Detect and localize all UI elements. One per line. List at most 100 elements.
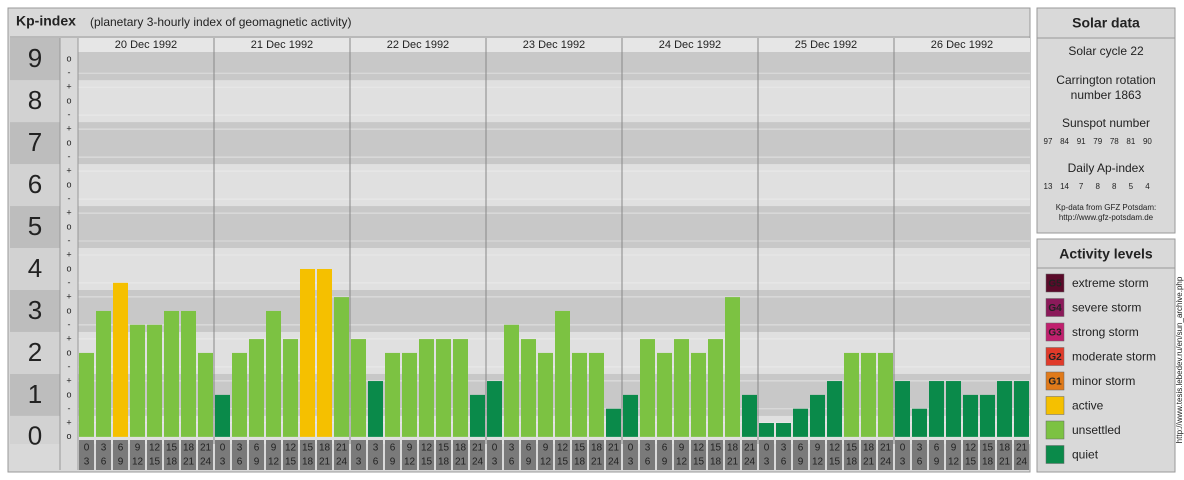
bar <box>623 394 638 437</box>
interval-from: 18 <box>455 443 467 454</box>
interval-to: 3 <box>84 457 90 468</box>
bar <box>538 352 553 437</box>
minor-label: o <box>66 263 71 273</box>
interval-to: 3 <box>220 457 226 468</box>
interval-from: 15 <box>574 443 586 454</box>
interval-from: 0 <box>900 443 906 454</box>
bar <box>181 310 196 437</box>
bar <box>912 408 927 437</box>
interval-box <box>266 440 281 470</box>
interval-box <box>606 440 621 470</box>
bar <box>300 268 315 437</box>
minor-label: - <box>68 277 71 287</box>
interval-from: 0 <box>84 443 90 454</box>
bar <box>691 352 706 437</box>
interval-box <box>521 440 536 470</box>
interval-from: 18 <box>863 443 875 454</box>
day-label: 22 Dec 1992 <box>387 39 449 51</box>
band <box>78 289 1030 332</box>
carrington: number 1863 <box>1071 88 1142 102</box>
bar <box>96 310 111 437</box>
legend-label: severe storm <box>1072 301 1141 315</box>
day-label: 24 Dec 1992 <box>659 39 721 51</box>
bar <box>844 352 859 437</box>
interval-to: 18 <box>166 457 178 468</box>
interval-from: 0 <box>356 443 362 454</box>
interval-box <box>963 440 978 470</box>
interval-from: 12 <box>693 443 705 454</box>
minor-label: - <box>68 319 71 329</box>
interval-from: 18 <box>999 443 1011 454</box>
interval-box <box>249 440 264 470</box>
bar <box>147 324 162 437</box>
bar <box>963 394 978 437</box>
interval-to: 9 <box>798 457 804 468</box>
interval-to: 3 <box>628 457 634 468</box>
minor-label: + <box>66 249 71 259</box>
bar <box>249 339 264 437</box>
interval-to: 18 <box>710 457 722 468</box>
minor-label: o <box>66 95 71 105</box>
chart-title: Kp-index <box>16 13 76 29</box>
interval-to: 9 <box>662 457 668 468</box>
interval-box <box>368 440 383 470</box>
interval-to: 3 <box>900 457 906 468</box>
interval-to: 18 <box>438 457 450 468</box>
interval-to: 12 <box>540 457 552 468</box>
interval-box <box>844 440 859 470</box>
day-label: 20 Dec 1992 <box>115 39 177 51</box>
interval-box <box>929 440 944 470</box>
bar <box>351 339 366 437</box>
interval-from: 15 <box>710 443 722 454</box>
digit-band <box>10 331 60 374</box>
interval-to: 15 <box>829 457 841 468</box>
interval-from: 18 <box>727 443 739 454</box>
minor-label: o <box>66 347 71 357</box>
bar <box>606 408 621 437</box>
interval-to: 21 <box>455 457 467 468</box>
digit-band <box>10 38 60 81</box>
bar <box>419 339 434 437</box>
interval-from: 18 <box>319 443 331 454</box>
interval-to: 18 <box>574 457 586 468</box>
interval-box <box>419 440 434 470</box>
day-label: 23 Dec 1992 <box>523 39 585 51</box>
interval-to: 15 <box>149 457 161 468</box>
interval-from: 9 <box>407 443 413 454</box>
interval-box <box>810 440 825 470</box>
interval-to: 21 <box>591 457 603 468</box>
interval-from: 15 <box>982 443 994 454</box>
y-tick-label: 0 <box>28 421 42 451</box>
bar <box>997 381 1012 437</box>
sunspot-number: 97 <box>1044 137 1053 146</box>
interval-from: 15 <box>846 443 858 454</box>
interval-box <box>351 440 366 470</box>
interval-box <box>317 440 332 470</box>
bar <box>368 381 383 437</box>
interval-box <box>181 440 196 470</box>
legend-swatch <box>1045 273 1065 293</box>
legend-swatch <box>1045 298 1065 317</box>
bar <box>759 423 774 437</box>
minor-label: o <box>66 137 71 147</box>
bar <box>674 339 689 437</box>
minor-label: o <box>66 305 71 315</box>
interval-to: 24 <box>744 457 756 468</box>
bar <box>1014 381 1029 437</box>
digit-band <box>10 373 60 416</box>
bar <box>810 394 825 437</box>
interval-to: 12 <box>268 457 280 468</box>
interval-to: 21 <box>727 457 739 468</box>
interval-box <box>487 440 502 470</box>
ap-value: 4 <box>1145 182 1150 191</box>
bar <box>470 394 485 437</box>
interval-from: 9 <box>679 443 685 454</box>
interval-from: 3 <box>645 443 651 454</box>
interval-from: 15 <box>166 443 178 454</box>
minor-label: o <box>66 389 71 399</box>
sunspot-number: 79 <box>1093 137 1102 146</box>
interval-box <box>572 440 587 470</box>
interval-from: 21 <box>608 443 620 454</box>
